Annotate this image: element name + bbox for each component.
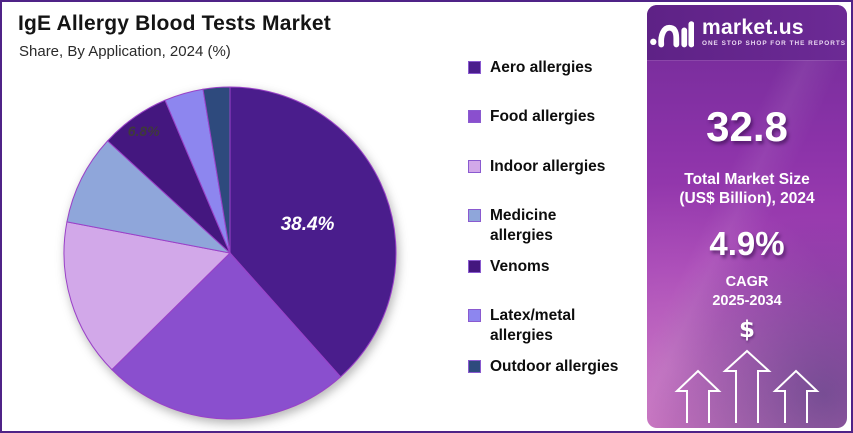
market-size-label: Total Market Size (US$ Billion), 2024 [647,170,847,209]
pie-data-label: 6.8% [128,123,160,139]
market-size-label-line1: Total Market Size [684,171,810,188]
legend-item[interactable]: Outdoor allergies [468,357,638,376]
pie-slice[interactable] [63,221,232,371]
legend-item-label: Food allergies [490,108,596,126]
growth-arrows-icon [674,349,820,423]
pie-slice[interactable] [66,140,232,254]
legend-swatch [468,61,481,74]
brand-name: market.us [701,16,804,40]
pie-slice[interactable] [202,86,231,254]
pie-chart[interactable]: 38.4% 6.8% [58,81,402,425]
legend-swatch [468,209,481,223]
legend-swatch [468,309,481,323]
dollar-icon: $ [738,317,755,343]
marketus-logo-icon [650,20,694,47]
legend-swatch [468,360,481,373]
cagr-label-line2: 2025-2034 [712,292,782,309]
legend-item-label: Aero allergies [490,59,593,76]
legend-item[interactable]: Aero allergies [468,58,638,77]
pie-slice[interactable] [111,252,342,420]
legend-item[interactable]: Medicine allergies [468,206,638,245]
page-title: IgE Allergy Blood Tests Market [18,12,331,35]
growth-graphic: $ [647,319,847,428]
legend-item[interactable]: Indoor allergies [468,157,638,176]
cagr-label: CAGR 2025-2034 [647,273,847,311]
legend-swatch [468,159,481,173]
market-size-value: 32.8 [706,103,788,150]
legend-item-label: Indoor allergies [490,157,606,175]
legend-item-label: Outdoor allergies [490,358,619,375]
legend-swatch [468,110,481,124]
pie-slice[interactable] [229,86,397,378]
legend-item[interactable]: Venoms [468,257,638,276]
cagr-value: 4.9% [709,224,785,262]
brand-sidebar: market.us ONE STOP SHOP FOR THE REPORTS … [647,5,847,428]
legend-item-label: Latex/metal allergies [490,307,576,344]
legend: Aero allergies Food allergies Indoor aller… [468,58,638,406]
brand-header: market.us ONE STOP SHOP FOR THE REPORTS [647,5,847,60]
cagr-label-line1: CAGR [725,273,769,290]
page-subtitle: Share, By Application, 2024 (%) [19,43,231,60]
legend-item-label: Medicine allergies [490,207,557,244]
legend-swatch [468,259,481,273]
pie-data-label: 38.4% [281,214,335,235]
legend-item[interactable]: Food allergies [468,107,638,126]
legend-item[interactable]: Latex/metal allergies [468,306,638,345]
market-size-label-line2: (US$ Billion), 2024 [679,190,815,208]
legend-item-label: Venoms [490,257,550,275]
brand-tagline: ONE STOP SHOP FOR THE REPORTS [701,40,847,48]
